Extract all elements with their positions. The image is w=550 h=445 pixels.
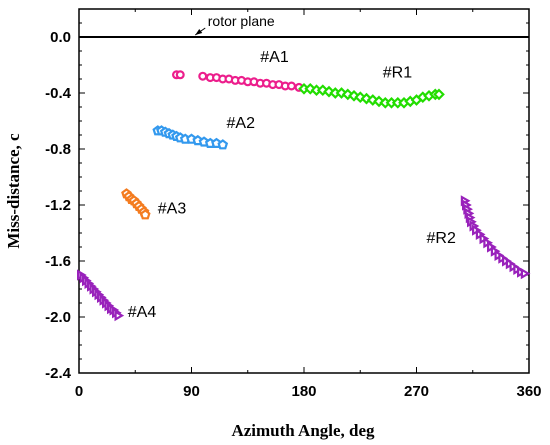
series-annotation: #R1 <box>383 65 412 82</box>
data-point <box>287 81 297 91</box>
y-tick-label: -1.2 <box>45 197 71 214</box>
series-4 <box>121 188 151 220</box>
data-point <box>198 71 208 81</box>
rotor-plane-label: rotor plane <box>208 13 275 29</box>
y-tick-label: 0.0 <box>50 29 71 46</box>
data-point <box>433 88 445 101</box>
data-point <box>139 209 151 220</box>
series-annotation: #A4 <box>128 304 157 321</box>
x-tick-label: 270 <box>404 383 429 400</box>
rotor-plane-arrowhead <box>195 29 203 35</box>
series-1 <box>172 70 304 92</box>
x-tick-label: 360 <box>516 383 541 400</box>
y-tick-label: -0.8 <box>45 141 71 158</box>
y-tick-label: -0.4 <box>45 85 72 102</box>
x-axis-title: Azimuth Angle, deg <box>231 421 375 440</box>
x-axis-ticks: 0 90 180 270 360 <box>75 9 542 400</box>
data-point <box>520 267 531 280</box>
series-annotation: #R2 <box>427 230 456 247</box>
y-axis-ticks: 0.0 -0.4 -0.8 -1.2 -1.6 -2.0 -2.4 <box>45 8 529 382</box>
annotation-layer: #A1 #R1 #A2 #A3 #R2 #A4 <box>128 49 456 321</box>
series-annotation: #A3 <box>158 200 187 217</box>
data-point <box>114 309 125 322</box>
data-point <box>175 70 185 80</box>
series-3 <box>152 125 229 150</box>
series-annotation: #A2 <box>227 115 256 132</box>
y-tick-label: -1.6 <box>45 253 71 270</box>
reference-line-layer: rotor plane <box>79 13 529 38</box>
series-2 <box>298 82 445 109</box>
y-axis-title: Miss-distance, c <box>4 133 23 249</box>
y-tick-label: -2.4 <box>45 365 72 382</box>
series-annotation: #A1 <box>260 49 289 66</box>
series-layer <box>76 70 531 322</box>
x-tick-label: 180 <box>291 383 316 400</box>
series-5 <box>76 269 125 322</box>
y-tick-label: -2.0 <box>45 309 71 326</box>
x-tick-label: 90 <box>183 383 200 400</box>
data-point <box>217 139 229 150</box>
series-6 <box>460 195 531 280</box>
x-tick-label: 0 <box>75 383 83 400</box>
